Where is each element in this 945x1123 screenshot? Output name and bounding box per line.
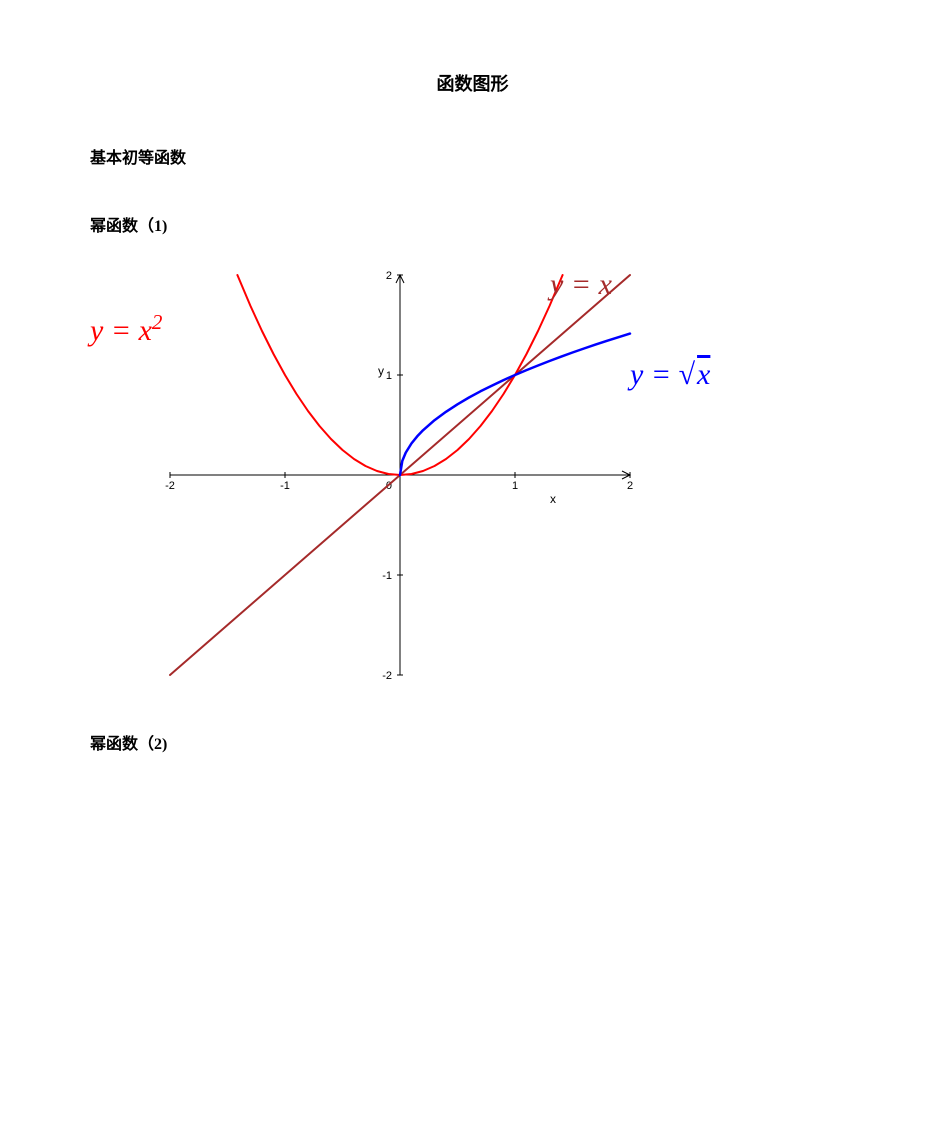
- svg-text:1: 1: [386, 370, 392, 382]
- svg-text:-1: -1: [280, 480, 290, 492]
- svg-text:x: x: [550, 492, 556, 506]
- svg-text:-2: -2: [382, 670, 392, 682]
- document-page: 函数图形 基本初等函数 幂函数（1) -2-112-2-1120xy y = x…: [0, 0, 945, 1123]
- svg-text:2: 2: [627, 480, 633, 492]
- page-title: 函数图形: [90, 70, 855, 96]
- svg-text:-1: -1: [382, 570, 392, 582]
- section-heading: 基本初等函数: [90, 144, 855, 168]
- svg-text:-2: -2: [165, 480, 175, 492]
- equation-label-y-eq-sqrt-x: y = √x: [630, 358, 712, 392]
- equation-label-y-eq-x: y = x: [550, 268, 612, 302]
- svg-text:2: 2: [386, 270, 392, 282]
- sub-heading-2: 幂函数（2): [90, 730, 855, 754]
- svg-text:1: 1: [512, 480, 518, 492]
- svg-text:y: y: [378, 364, 384, 378]
- power-functions-chart-1: -2-112-2-1120xy y = xy = x2y = √x: [90, 260, 790, 690]
- equation-label-y-eq-x2: y = x2: [90, 310, 162, 348]
- sub-heading-1: 幂函数（1): [90, 212, 855, 236]
- chart-svg: -2-112-2-1120xy: [90, 260, 650, 695]
